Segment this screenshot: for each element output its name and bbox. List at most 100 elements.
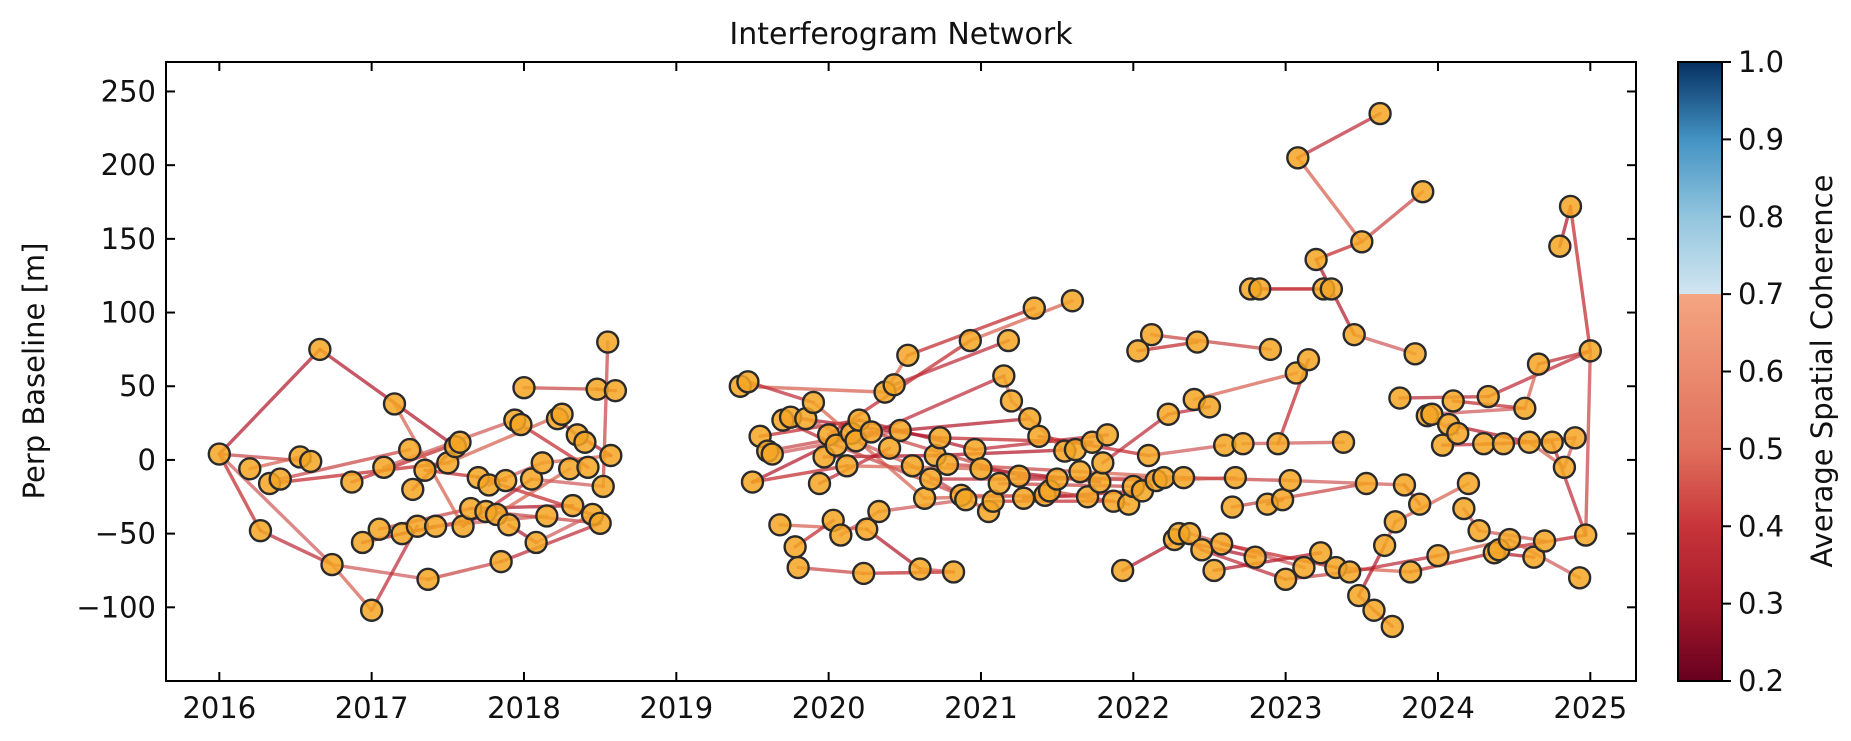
chart-title: Interferogram Network: [729, 17, 1073, 52]
acquisition-point: [1407, 492, 1432, 516]
acquisition-point: [1308, 541, 1333, 565]
interferogram-edge: [217, 452, 263, 533]
interferogram-edge: [1408, 551, 1497, 574]
acquisition-point: [413, 458, 437, 482]
acquisition-point: [1567, 566, 1592, 590]
acquisition-point: [1548, 234, 1572, 258]
acquisition-point: [1471, 432, 1496, 456]
acquisition-point: [807, 471, 832, 496]
colorbar-tick-label: 0.8: [1738, 200, 1784, 234]
acquisition-point: [1558, 194, 1583, 219]
interferogram-edge: [1296, 156, 1364, 244]
interferogram-edge: [1296, 111, 1382, 160]
x-tick-label: 2022: [1096, 691, 1170, 725]
acquisition-point: [1068, 460, 1092, 484]
x-tick-label: 2020: [792, 691, 866, 725]
acquisition-point: [1190, 538, 1214, 562]
acquisition-point: [1342, 322, 1366, 347]
acquisition-point: [996, 328, 1021, 353]
interferogram-edge: [1192, 371, 1299, 402]
acquisition-point: [382, 392, 407, 416]
colorbar-tick-label: 0.3: [1738, 587, 1784, 621]
acquisition-point: [416, 567, 440, 592]
acquisition-point: [969, 457, 993, 481]
acquisition-point: [919, 467, 943, 491]
acquisition-point: [1347, 583, 1371, 608]
acquisition-point: [599, 443, 623, 468]
interferogram-edge: [499, 521, 602, 564]
acquisition-point: [497, 513, 521, 537]
interferogram-edge: [968, 299, 1075, 343]
acquisition-point: [1007, 464, 1031, 488]
acquisition-point: [1185, 330, 1209, 354]
acquisition-point: [1136, 443, 1161, 468]
acquisition-point: [519, 467, 544, 491]
y-tick-label: 0: [138, 443, 156, 477]
y-tick-label: 100: [101, 296, 156, 330]
y-tick-label: 250: [101, 74, 156, 108]
interferogram-edge: [446, 412, 564, 465]
acquisition-point: [1258, 337, 1283, 362]
acquisition-point: [493, 468, 518, 493]
y-tick-label: 200: [101, 148, 156, 182]
acquisition-point: [489, 549, 513, 574]
interferogram-edge: [1568, 204, 1593, 353]
acquisition-point: [1126, 339, 1150, 363]
x-tick-label: 2025: [1553, 691, 1627, 725]
acquisition-point: [1337, 560, 1362, 584]
acquisition-point: [1177, 521, 1202, 546]
acquisition-point: [736, 370, 760, 394]
x-tick-label: 2017: [335, 691, 409, 725]
acquisition-point: [1552, 455, 1577, 479]
y-tick-label: 50: [119, 369, 156, 403]
interferogram-edge: [1288, 478, 1407, 487]
acquisition-point: [1278, 468, 1302, 493]
acquisition-point: [1243, 545, 1267, 569]
acquisition-point: [1476, 384, 1500, 409]
x-tick-label: 2016: [182, 691, 256, 725]
interferogram-edge: [933, 447, 1078, 458]
colorbar-tick-label: 0.7: [1738, 277, 1784, 311]
acquisition-point: [1420, 402, 1444, 426]
colorbar-tick-label: 1.0: [1738, 45, 1784, 79]
acquisition-point: [1392, 473, 1417, 497]
acquisition-point: [448, 430, 472, 454]
acquisition-point: [999, 389, 1024, 413]
acquisition-point: [1292, 555, 1316, 580]
interferogram-edge: [330, 562, 430, 582]
y-tick-label: −100: [76, 590, 156, 624]
acquisition-point: [1319, 277, 1344, 301]
interferogram-edge: [217, 452, 334, 567]
acquisition-point: [928, 426, 952, 450]
acquisition-point: [1273, 567, 1298, 592]
colorbar-tick-label: 0.5: [1738, 432, 1784, 466]
acquisition-point: [1540, 430, 1564, 454]
y-axis-title: Perp Baseline [m]: [17, 243, 51, 500]
interferogram-edge: [1149, 332, 1273, 352]
acquisition-point: [308, 337, 332, 362]
colorbar-tick-label: 0.9: [1738, 122, 1784, 156]
plot-frame: [165, 61, 1637, 682]
x-tick-label: 2019: [639, 691, 713, 725]
acquisition-point: [1304, 247, 1328, 272]
acquisition-point: [786, 555, 810, 580]
colorbar-title: Average Spatial Coherence: [1805, 175, 1839, 568]
acquisition-point: [1491, 432, 1516, 456]
acquisition-point: [1526, 352, 1551, 376]
acquisition-point: [935, 452, 960, 477]
interferogram-edge: [529, 477, 605, 489]
y-tick-label: 150: [101, 222, 156, 256]
acquisition-point: [1467, 518, 1491, 543]
acquisition-point: [760, 442, 784, 466]
interferogram-edge: [217, 347, 322, 456]
acquisition-point: [591, 474, 615, 499]
acquisition-point: [896, 343, 920, 367]
acquisition-point: [1532, 529, 1557, 553]
interferogram-edge: [898, 416, 1032, 433]
acquisition-point: [1574, 523, 1598, 547]
acquisition-point: [1441, 389, 1465, 413]
acquisition-point: [401, 477, 425, 502]
acquisition-point: [1446, 421, 1470, 446]
acquisition-point: [299, 449, 323, 474]
acquisition-point: [1578, 339, 1603, 363]
